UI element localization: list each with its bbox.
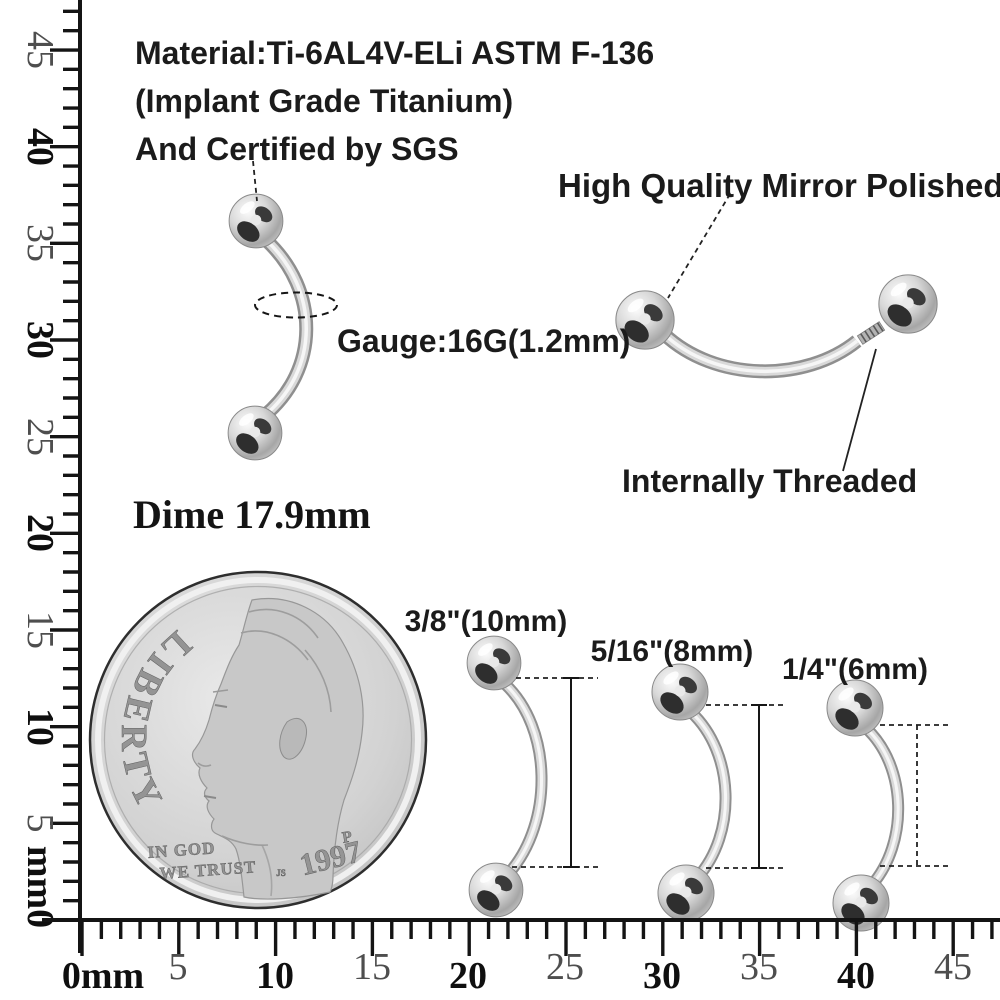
internally-threaded-label: Internally Threaded (622, 463, 917, 499)
barbell-ball (227, 405, 283, 461)
ruler-label: 25 (19, 418, 61, 456)
coin-rim (95, 577, 421, 903)
leader-material-to-barbell (252, 160, 258, 202)
size-label-6mm: 1/4"(6mm) (782, 653, 928, 686)
ruler-bottom-labels: 0mm 5 10 15 20 25 30 35 40 45 (62, 946, 972, 997)
ruler-label: 30 (643, 955, 681, 997)
neck-line (261, 844, 273, 897)
mouth-line (203, 795, 217, 799)
coin-designer-initials: JS (276, 868, 286, 878)
hair-strand (248, 608, 319, 639)
material-line3: And Certified by SGS (135, 131, 459, 167)
material-line2: (Implant Grade Titanium) (135, 83, 513, 119)
barbell-ball (466, 635, 522, 691)
barbell-ball (832, 874, 890, 932)
dimension-lines-10mm (512, 677, 598, 868)
gauge-cross-section-ellipse (254, 291, 338, 319)
ruler-label: 20 (449, 955, 487, 997)
barbell-ball (651, 663, 709, 721)
threaded-post (856, 321, 886, 345)
dime-coin: LIBERTY IN GOD WE TRUST 1997 P JS (88, 570, 428, 910)
ruler-label: 35 (19, 224, 61, 262)
barbell-gauge-demo (227, 193, 338, 461)
ear (279, 717, 308, 760)
ruler-left: 45 40 35 30 25 20 15 10 5 mm0 (19, 0, 82, 953)
ruler-label: 10 (19, 708, 61, 746)
ruler-label-zero: 0mm (62, 955, 144, 997)
coin-mint-mark: P (341, 828, 354, 846)
eye-line (214, 704, 228, 708)
ruler-label: 25 (546, 946, 584, 988)
ruler-label: 20 (19, 514, 61, 552)
material-line1: Material:Ti-6AL4V-ELi ASTM F-136 (135, 35, 654, 71)
ruler-left-ticks (42, 9, 80, 922)
mirror-polished-label: High Quality Mirror Polished (558, 167, 1000, 204)
ruler-label: 15 (19, 611, 61, 649)
barbell-ball (657, 864, 715, 922)
gauge-label: Gauge:16G(1.2mm) (337, 323, 630, 359)
brow-line (212, 689, 229, 693)
ruler-label-zero: mm0 (19, 846, 61, 928)
ruler-left-labels: 45 40 35 30 25 20 15 10 5 mm0 (19, 31, 61, 928)
ruler-label: 30 (19, 321, 61, 359)
ruler-label: 45 (934, 946, 972, 988)
barbell-threaded-demo (615, 274, 938, 379)
barbell-6mm (826, 679, 952, 932)
hair-strand (240, 630, 309, 661)
jaw-line (221, 835, 269, 846)
ruler-label: 15 (353, 946, 391, 988)
ruler-label: 35 (740, 946, 778, 988)
ruler-label: 45 (19, 31, 61, 69)
ruler-label: 10 (256, 955, 294, 997)
barbell-ball (468, 862, 524, 918)
barbell-8mm (651, 663, 785, 922)
size-label-8mm: 5/16"(8mm) (591, 635, 754, 668)
ruler-label: 40 (837, 955, 875, 997)
dimension-lines-8mm (706, 704, 785, 869)
ruler-label: 5 (169, 946, 188, 988)
barbell-ball (228, 193, 284, 249)
hair-strand (304, 649, 332, 713)
nostril-line (197, 762, 212, 767)
ruler-label: 5 (19, 814, 61, 833)
barbell-ball-detached (878, 274, 938, 334)
leader-polished-to-ball (667, 193, 731, 299)
ruler-label: 40 (19, 128, 61, 166)
dimension-lines-6mm (880, 724, 952, 867)
size-label-10mm: 3/8"(10mm) (405, 605, 568, 638)
dime-caption: Dime 17.9mm (133, 492, 371, 537)
barbell-ball (826, 679, 884, 737)
ruler-bottom-ticks (80, 920, 994, 956)
roosevelt-profile (191, 598, 364, 900)
leader-threaded-to-post (842, 348, 877, 472)
ruler-bottom: 0mm 5 10 15 20 25 30 35 40 45 (42, 918, 1000, 997)
barbell-10mm (466, 635, 598, 918)
